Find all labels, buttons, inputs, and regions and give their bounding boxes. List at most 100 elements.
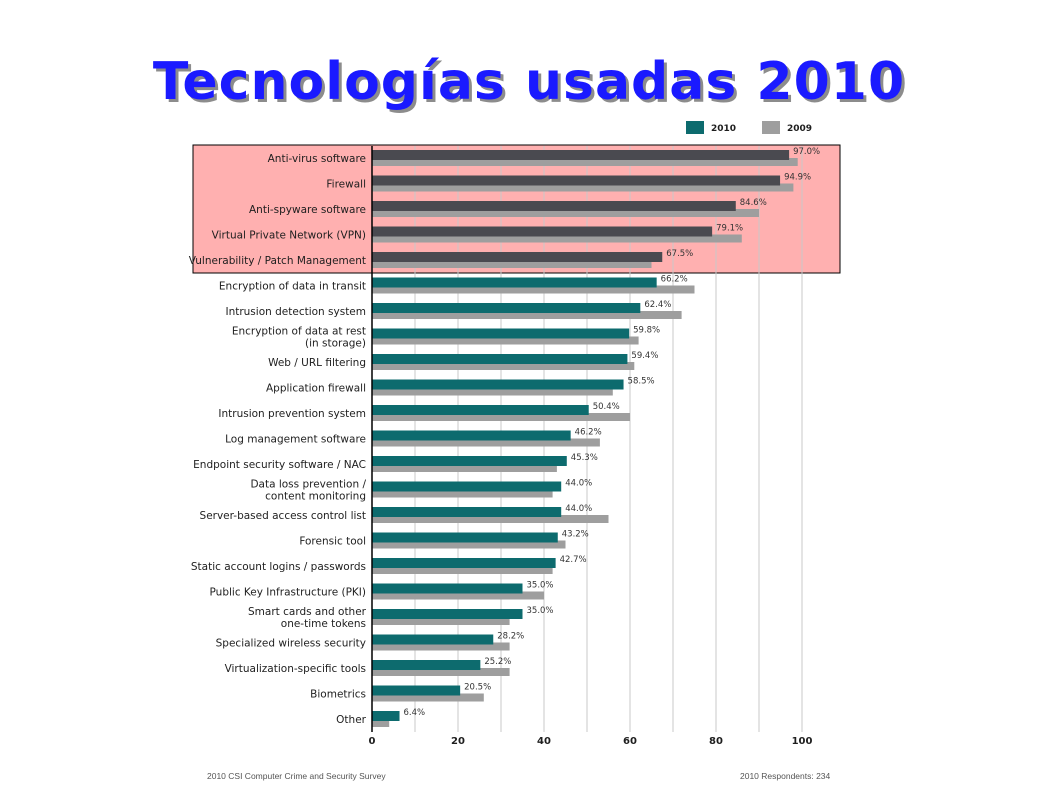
value-label: 35.0%: [527, 581, 554, 591]
category-label: Firewall: [326, 179, 366, 191]
x-tick-label: 60: [623, 736, 637, 747]
legend-swatch-2010: [686, 121, 704, 134]
category-label: Encryption of data at rest (in storage): [232, 326, 366, 350]
bar-2010: [372, 711, 400, 721]
bar-2010: [372, 558, 556, 568]
value-label: 43.2%: [562, 530, 589, 540]
value-label: 6.4%: [404, 708, 426, 718]
value-label: 25.2%: [484, 657, 511, 667]
bar-2010: [372, 609, 523, 619]
x-tick-label: 20: [451, 736, 465, 747]
legend-swatch-2009: [762, 121, 780, 134]
value-label: 46.2%: [575, 428, 602, 438]
bar-2009: [372, 285, 695, 294]
bar-2009: [372, 515, 609, 523]
legend-label-2009: 2009: [787, 124, 812, 134]
bar-2009: [372, 719, 390, 727]
bar-2010: [372, 303, 641, 313]
bar-2009: [372, 311, 682, 319]
bar-2010: [372, 252, 663, 262]
bar-2010: [372, 456, 567, 466]
bar-2010: [372, 481, 562, 492]
bar-2010: [372, 354, 628, 364]
bar-2010: [372, 430, 571, 441]
x-tick-label: 0: [369, 736, 376, 747]
category-label: Smart cards and other one-time tokens: [248, 606, 367, 630]
category-label: Vulnerability / Patch Management: [189, 255, 366, 267]
bar-2010: [372, 507, 562, 517]
bar-2009: [372, 209, 759, 217]
bar-2009: [372, 591, 544, 600]
category-label: Virtual Private Network (VPN): [212, 230, 366, 242]
category-label: Intrusion prevention system: [218, 408, 366, 420]
category-label: Anti-spyware software: [249, 204, 366, 216]
bar-2010: [372, 201, 736, 211]
value-labels: 97.0% 94.9% 84.6% 79.1% 67.5% 66.2% 62.4% 59.8%…: [404, 147, 821, 718]
legend-label-2010: 2010: [711, 124, 736, 134]
bar-2010: [372, 226, 713, 237]
value-label: 84.6%: [740, 198, 767, 208]
bar-2009: [372, 260, 652, 268]
bar-2010: [372, 277, 657, 288]
footer-respondents: 2010 Respondents: 234: [740, 771, 831, 781]
bar-2010: [372, 150, 790, 160]
category-label: Data loss prevention / content monitoring: [250, 479, 366, 503]
slide-title: Tecnologías usadas 2010: [152, 52, 906, 112]
value-label: 44.0%: [565, 479, 592, 489]
bar-2009: [372, 617, 510, 625]
bar-2009: [372, 438, 600, 447]
value-label: 50.4%: [593, 402, 620, 412]
category-label: Static account logins / passwords: [191, 561, 366, 573]
category-label: Log management software: [225, 434, 366, 446]
value-label: 35.0%: [527, 606, 554, 616]
category-label: Biometrics: [310, 689, 366, 701]
value-label: 20.5%: [464, 683, 491, 693]
bar-2010: [372, 660, 481, 670]
category-label: Other: [336, 714, 366, 726]
bar-2009: [372, 234, 742, 243]
legend: 2010 2009: [686, 121, 812, 134]
bar-2009: [372, 158, 798, 166]
bar-2009: [372, 566, 553, 574]
bar-2009: [372, 336, 639, 345]
bar-2010: [372, 328, 630, 339]
value-label: 97.0%: [793, 147, 820, 157]
value-label: 45.3%: [571, 453, 598, 463]
value-label: 79.1%: [716, 224, 743, 234]
category-labels: Anti-virus software Firewall Anti-spyware …: [189, 153, 367, 726]
bar-2009: [372, 668, 510, 676]
footer-source: 2010 CSI Computer Crime and Security Sur…: [207, 771, 386, 781]
bar-2009: [372, 413, 630, 421]
bar-2009: [372, 362, 635, 370]
bar-2010: [372, 175, 781, 186]
category-label: Intrusion detection system: [225, 306, 366, 318]
value-label: 59.8%: [633, 326, 660, 336]
value-label: 66.2%: [661, 275, 688, 285]
bar-2009: [372, 489, 553, 498]
value-label: 67.5%: [666, 249, 693, 259]
bar-2010: [372, 405, 589, 415]
value-label: 62.4%: [644, 300, 671, 310]
value-label: 28.2%: [497, 632, 524, 642]
value-label: 59.4%: [631, 351, 658, 361]
value-label: 44.0%: [565, 504, 592, 514]
bar-2010: [372, 685, 461, 696]
bar-2009: [372, 183, 794, 192]
x-axis-ticks: 0 20 40 60 80 100: [369, 736, 813, 747]
bar-2009: [372, 387, 613, 396]
category-label: Specialized wireless security: [216, 638, 366, 650]
category-label: Application firewall: [266, 383, 366, 395]
category-label: Public Key Infrastructure (PKI): [210, 587, 366, 599]
value-label: 94.9%: [784, 173, 811, 183]
category-label: Forensic tool: [299, 536, 366, 548]
x-tick-label: 80: [709, 736, 723, 747]
bar-2010: [372, 583, 523, 594]
bar-2009: [372, 540, 566, 549]
bar-2010: [372, 379, 624, 390]
category-label: Server-based access control list: [200, 510, 366, 522]
bar-2010: [372, 634, 494, 645]
bar-2010: [372, 532, 558, 543]
value-label: 42.7%: [560, 555, 587, 565]
bars: [372, 150, 798, 727]
